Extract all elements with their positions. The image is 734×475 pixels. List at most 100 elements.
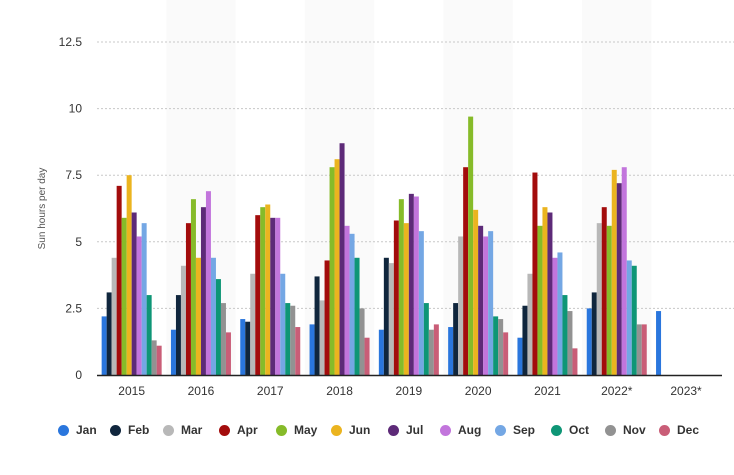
x-tick-label: 2016 [188, 384, 215, 398]
bar-jan-2018 [309, 324, 315, 375]
bar-mar-2022 [596, 223, 602, 375]
legend-dot-icon [440, 424, 451, 436]
bar-sep-2015 [141, 223, 147, 375]
bar-dec-2017 [295, 327, 301, 375]
bar-oct-2017 [285, 303, 291, 375]
bar-jun-2017 [265, 204, 271, 375]
legend-item-jun[interactable]: Jun [331, 423, 370, 437]
legend-dot-icon [276, 424, 287, 436]
bar-nov-2017 [290, 305, 296, 375]
legend-item-sep[interactable]: Sep [495, 423, 535, 437]
bar-mar-2016 [180, 265, 186, 375]
bar-oct-2016 [215, 279, 221, 375]
legend-item-may[interactable]: May [276, 423, 317, 437]
bar-jun-2018 [334, 159, 340, 375]
bar-aug-2016 [205, 191, 211, 375]
bar-feb-2021 [522, 305, 528, 375]
bar-jul-2016 [200, 207, 206, 375]
bar-dec-2015 [156, 345, 162, 375]
legend-item-mar[interactable]: Mar [163, 423, 202, 437]
bar-aug-2022 [621, 167, 627, 375]
x-tick-label: 2019 [395, 384, 422, 398]
legend-dot-icon [331, 424, 342, 436]
bar-jun-2016 [195, 257, 201, 375]
bar-may-2016 [190, 199, 196, 375]
legend-label: Apr [237, 423, 258, 437]
legend: Jan Feb Mar Apr May Jun Jul Aug Sep Oct Nov Dec [0, 423, 734, 443]
bar-sep-2021 [557, 252, 563, 375]
bar-dec-2016 [225, 332, 231, 375]
x-tick-label: 2022* [601, 384, 633, 398]
bar-sep-2022 [626, 260, 632, 375]
bar-nov-2019 [428, 329, 434, 375]
bar-jun-2015 [126, 175, 132, 375]
legend-label: Jul [406, 423, 424, 437]
bar-may-2020 [468, 116, 474, 375]
legend-label: Jan [76, 423, 97, 437]
x-tick-label: 2021 [534, 384, 561, 398]
bar-jun-2021 [542, 207, 548, 375]
legend-item-feb[interactable]: Feb [110, 423, 149, 437]
legend-label: Jun [349, 423, 371, 437]
bar-oct-2015 [146, 295, 152, 375]
bar-jan-2019 [378, 329, 384, 375]
bar-jan-2023 [656, 311, 662, 375]
bar-oct-2022 [631, 265, 637, 375]
legend-label: Mar [181, 423, 203, 437]
x-tick-label: 2017 [257, 384, 284, 398]
bar-dec-2020 [503, 332, 509, 375]
bar-apr-2020 [463, 167, 469, 375]
bar-may-2017 [260, 207, 266, 375]
legend-item-apr[interactable]: Apr [219, 423, 258, 437]
legend-item-jul[interactable]: Jul [388, 423, 423, 437]
legend-dot-icon [163, 424, 174, 436]
bar-aug-2017 [275, 217, 281, 375]
bar-feb-2015 [106, 292, 112, 375]
bar-feb-2018 [314, 276, 320, 375]
y-tick-label: 2.5 [65, 301, 82, 315]
bar-aug-2021 [552, 257, 558, 375]
legend-item-jan[interactable]: Jan [58, 423, 97, 437]
bar-dec-2021 [572, 348, 578, 375]
x-tick-label: 2020 [465, 384, 492, 398]
legend-item-aug[interactable]: Aug [440, 423, 481, 437]
bar-dec-2019 [433, 324, 439, 375]
bar-nov-2016 [220, 303, 226, 375]
legend-label: Oct [569, 423, 590, 437]
bar-jul-2015 [131, 212, 137, 375]
legend-dot-icon [659, 424, 670, 436]
legend-dot-icon [495, 424, 506, 436]
bar-apr-2016 [185, 223, 191, 375]
bar-jan-2016 [170, 329, 176, 375]
legend-item-nov[interactable]: Nov [605, 423, 646, 437]
legend-label: May [294, 423, 318, 437]
x-tick-label: 2018 [326, 384, 353, 398]
y-tick-label: 7.5 [65, 168, 82, 182]
bar-apr-2018 [324, 260, 330, 375]
bar-apr-2022 [601, 207, 607, 375]
bar-feb-2020 [453, 303, 459, 375]
bar-jan-2021 [517, 337, 523, 375]
bar-jun-2022 [611, 169, 617, 375]
legend-item-oct[interactable]: Oct [551, 423, 589, 437]
bar-mar-2018 [319, 300, 325, 375]
bar-apr-2019 [393, 220, 399, 375]
bar-apr-2015 [116, 185, 122, 375]
bar-jan-2020 [448, 327, 454, 375]
bar-aug-2020 [483, 236, 489, 375]
bar-mar-2015 [111, 257, 117, 375]
bar-sep-2016 [210, 257, 216, 375]
bar-feb-2019 [383, 257, 389, 375]
legend-dot-icon [551, 424, 562, 436]
bar-nov-2018 [359, 308, 365, 375]
bar-chart: 0 2.5 5 7.5 10 12.5 Sun hours per day 2015 2016 2… [37, 35, 734, 398]
bar-oct-2020 [493, 316, 499, 375]
bar-jul-2022 [616, 183, 622, 375]
bar-nov-2020 [498, 319, 504, 375]
x-tick-label: 2023* [670, 384, 702, 398]
bar-aug-2015 [136, 236, 142, 375]
legend-label: Dec [677, 423, 700, 437]
y-tick-label: 0 [75, 368, 82, 382]
legend-item-dec[interactable]: Dec [659, 423, 699, 437]
bar-mar-2021 [527, 273, 533, 375]
